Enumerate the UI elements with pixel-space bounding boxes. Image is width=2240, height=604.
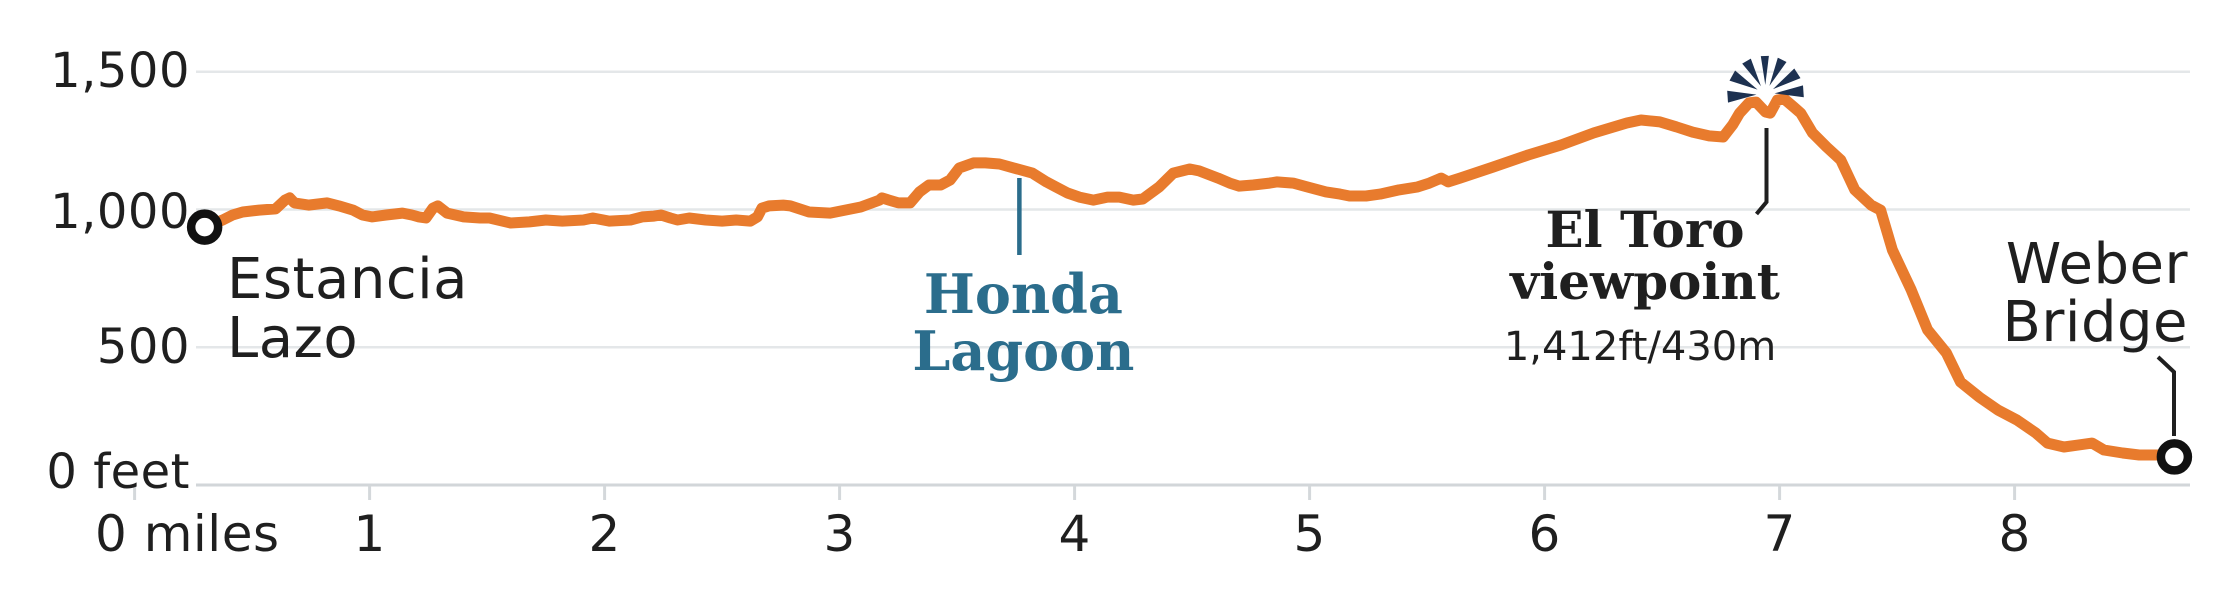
elevation-line-layer — [199, 93, 2180, 463]
starburst-ray-2 — [1742, 58, 1761, 87]
y-axis-label-500: 500 — [97, 319, 190, 375]
y-axis-label-1000: 1,000 — [50, 184, 190, 240]
station-label-weber-line2: Bridge — [2002, 290, 2188, 355]
leader-lines-layer — [1017, 128, 2176, 436]
y-axis-label-1500: 1,500 — [50, 43, 190, 99]
poi-label-el-toro-line1: El Toro — [1545, 200, 1744, 259]
starburst-ray-5 — [1773, 68, 1801, 90]
markers-layer — [186, 55, 2193, 475]
poi-label-honda-line2: Lagoon — [912, 319, 1134, 383]
x-axis-label-mile-8: 8 — [1998, 505, 2030, 563]
x-axis-label-mile-2: 2 — [588, 505, 620, 563]
elevation-line — [199, 93, 2180, 463]
axis-ticks-layer — [133, 486, 2017, 500]
x-axis-label-mile-4: 4 — [1058, 505, 1090, 563]
starburst-ray-0 — [1727, 90, 1757, 103]
x-axis-label-mile-1: 1 — [353, 505, 385, 563]
station-label-weber-line1: Weber — [2006, 232, 2189, 297]
starburst-icon — [1727, 55, 1804, 103]
starburst-ray-6 — [1774, 85, 1804, 98]
poi-label-honda-line1: Honda — [924, 262, 1123, 326]
station-label-estancia-line2: Lazo — [227, 306, 358, 371]
x-axis-label-mile-0: 0 miles — [95, 505, 280, 563]
end-marker — [2156, 439, 2193, 475]
starburst-ray-3 — [1760, 55, 1769, 85]
el-toro-leader-line — [1754, 128, 1769, 216]
x-axis-label-mile-3: 3 — [823, 505, 855, 563]
labels-layer: 0 feet 500 1,000 1,500 0 miles 1 2 3 4 5 6 7 8 Estanc… — [46, 43, 2188, 563]
x-axis-label-mile-5: 5 — [1293, 505, 1325, 563]
x-axis-label-mile-6: 6 — [1528, 505, 1560, 563]
gridlines-layer — [196, 70, 2190, 487]
weber-bridge-leader-line — [2156, 355, 2176, 436]
starburst-ray-4 — [1769, 57, 1787, 86]
starburst-ray-1 — [1729, 70, 1758, 90]
start-marker — [186, 209, 223, 245]
y-axis-label-0: 0 feet — [46, 444, 190, 500]
poi-sublabel-el-toro-elevation: 1,412ft/430m — [1504, 324, 1776, 370]
poi-label-el-toro-line2: viewpoint — [1509, 252, 1780, 311]
x-axis-label-mile-7: 7 — [1763, 505, 1795, 563]
station-label-estancia-line1: Estancia — [227, 247, 468, 312]
